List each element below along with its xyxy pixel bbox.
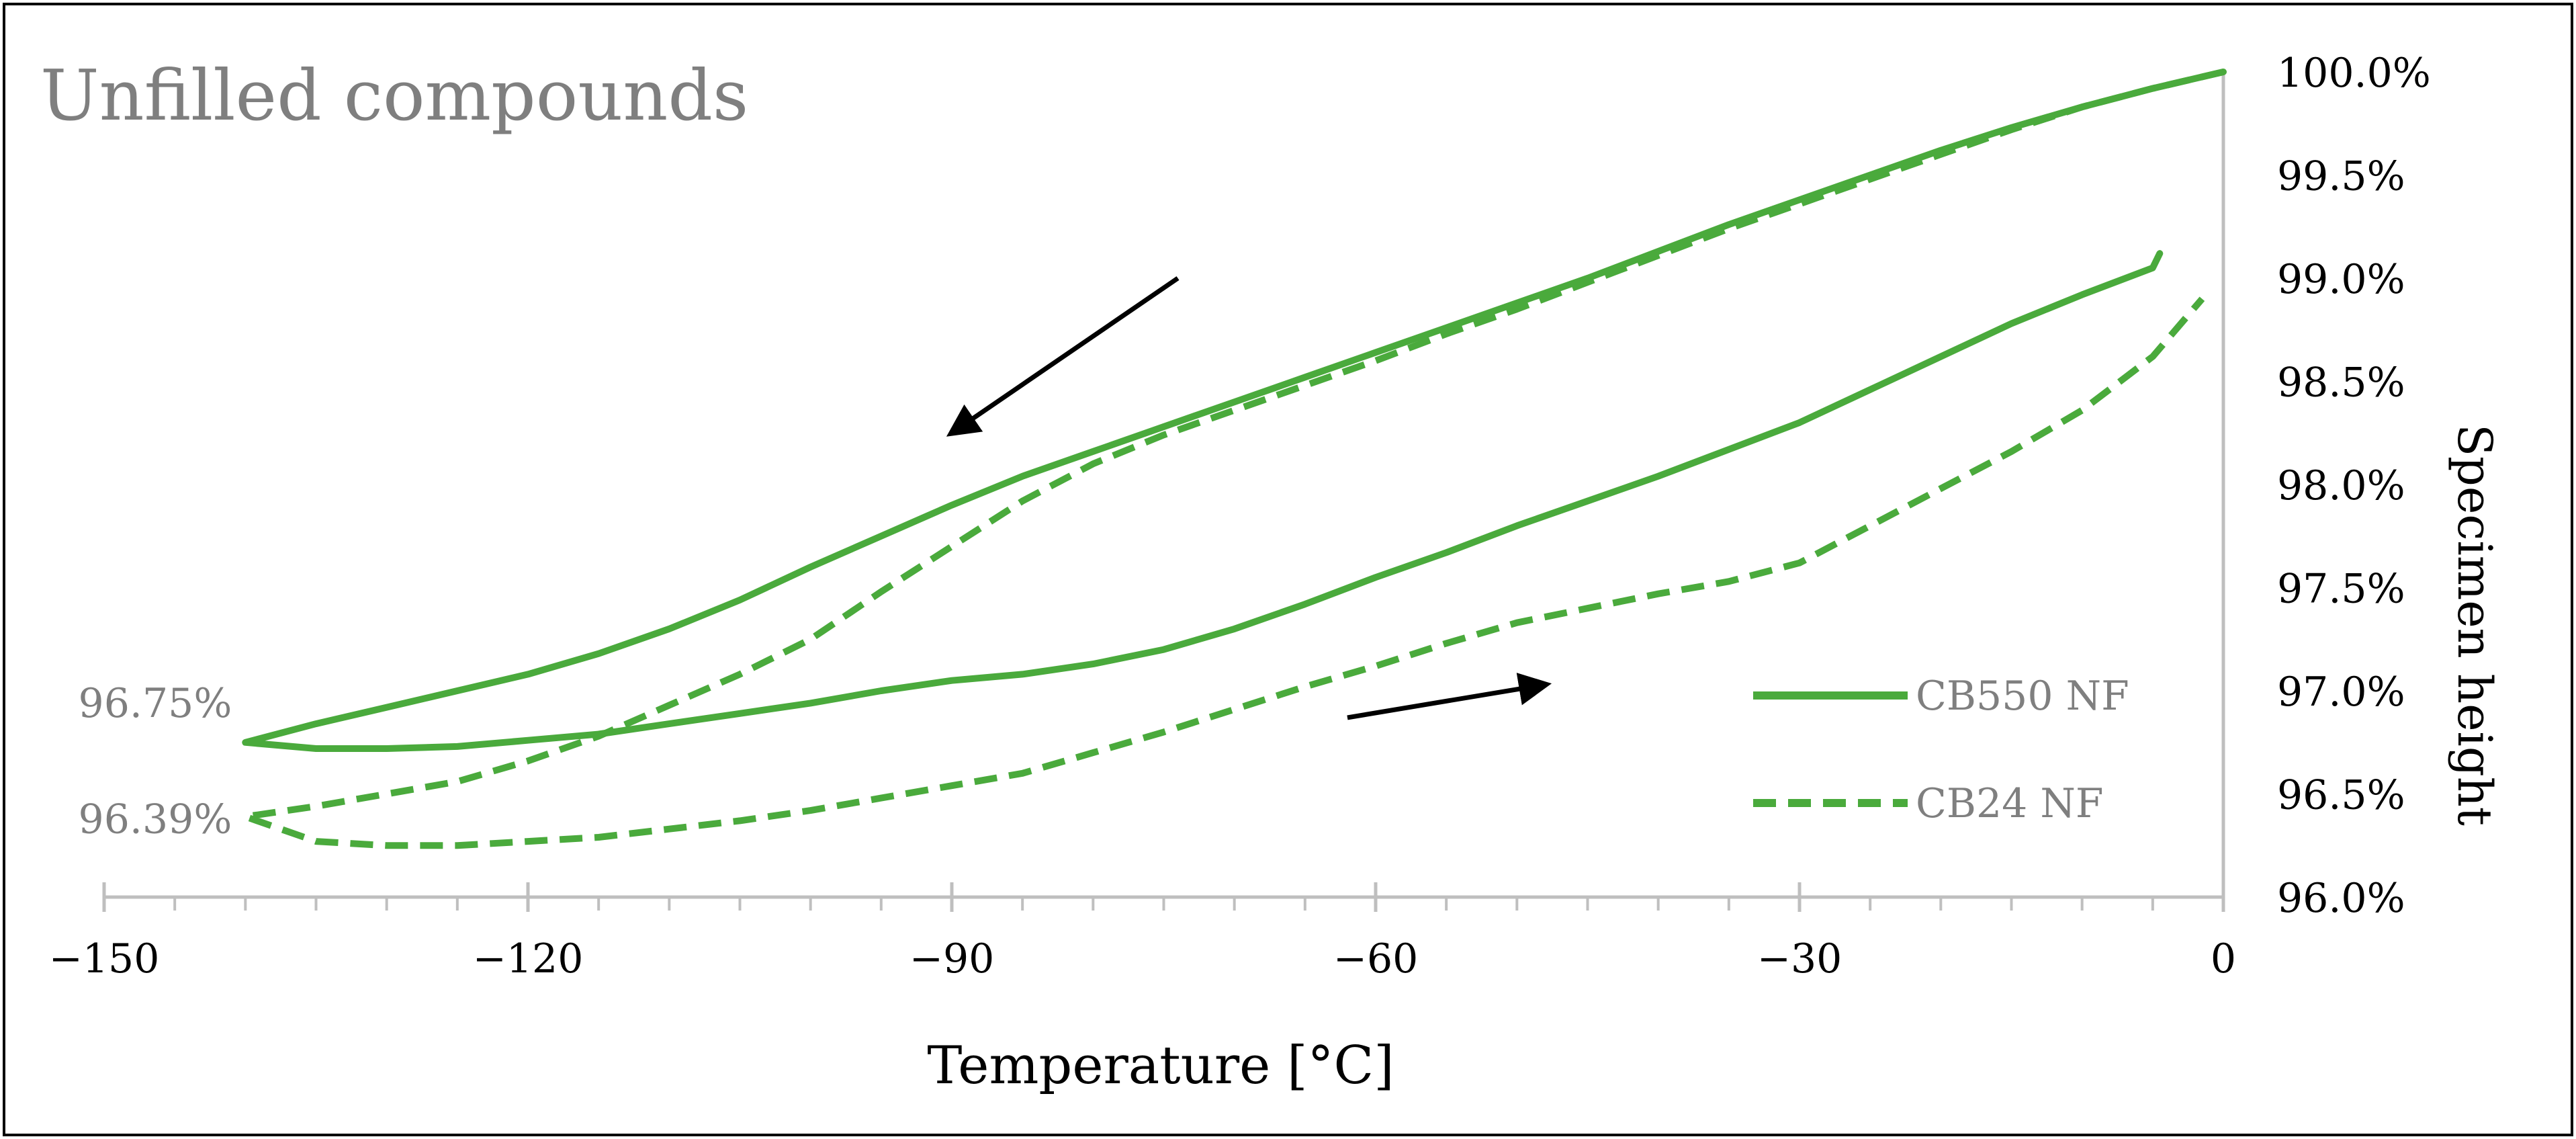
annotation-label: 96.75% [79,680,232,727]
axes: −150 −120 −90 −60 −30 0 96.0% 96.5% 97.0% 97.5% 98… [49,50,2431,982]
series-line-cb550-nf [242,69,2227,752]
legend-label: CB24 NF [1916,780,2104,827]
x-tick-label: −150 [49,935,160,982]
y-tick-label: 97.0% [2277,669,2405,716]
y-tick-label: 98.5% [2277,360,2405,407]
outer-border [3,3,2573,1136]
y-tick-label: 97.5% [2277,566,2405,613]
annotation-label: 96.39% [79,796,232,843]
y-tick-label: 99.5% [2277,153,2405,200]
x-axis-label: Temperature [°C] [927,1036,1394,1096]
y-tick-label: 96.0% [2277,875,2405,922]
annotation-layer: 96.75% 96.39% [79,276,1552,843]
heating-direction-arrow [1347,673,1552,720]
cooling-direction-arrow [946,276,1180,437]
x-tick-label: 0 [2211,935,2236,982]
series-layer [242,69,2227,849]
y-tick-label: 98.0% [2277,462,2405,509]
y-tick-label: 96.5% [2277,772,2405,819]
legend: CB550 NF CB24 NF [1753,673,2129,827]
x-tick-label: −30 [1757,935,1842,982]
legend-label: CB550 NF [1916,673,2129,720]
series-line-cb24-nf [242,69,2225,849]
x-tick-label: −60 [1333,935,1419,982]
y-axis-label: Specimen height [2447,424,2502,826]
y-tick-label: 99.0% [2277,256,2405,303]
chart-title: Unfilled compounds [40,54,748,136]
y-tick-label: 100.0% [2277,50,2431,97]
x-tick-label: −90 [909,935,995,982]
x-tick-label: −120 [473,935,584,982]
